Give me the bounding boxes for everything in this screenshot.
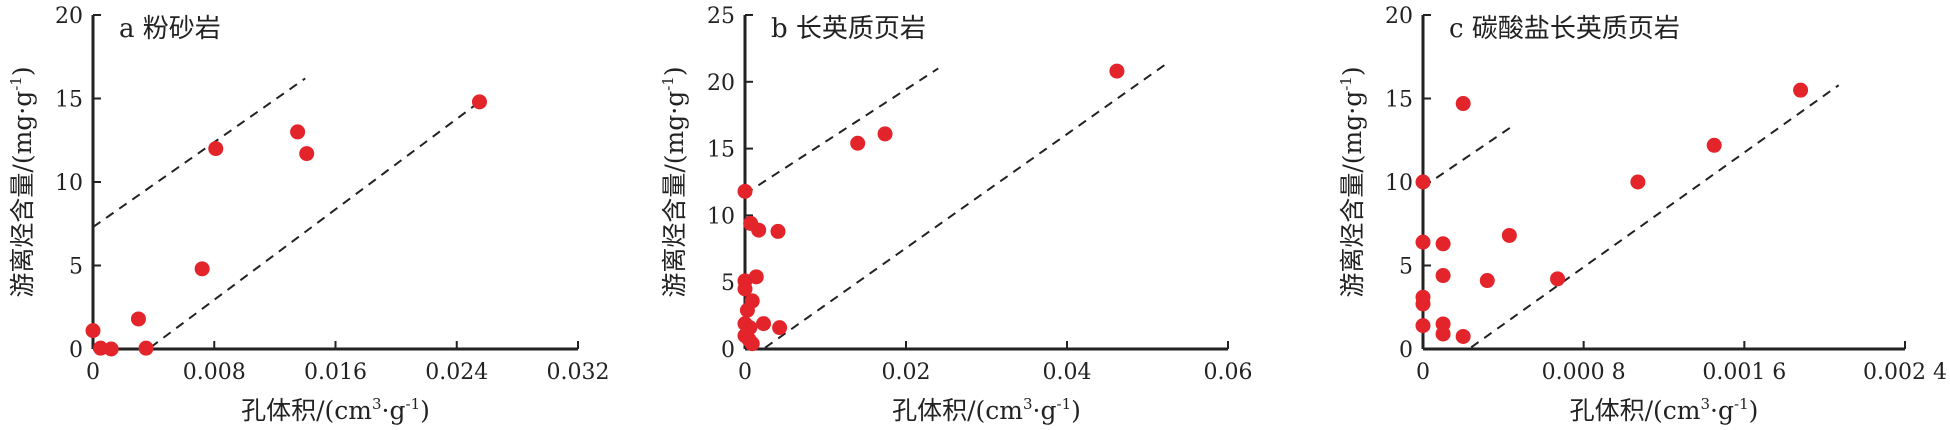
chart-a-y-axis-label: 游离烃含量/(mg·g-1​) (7, 66, 37, 297)
chart-b-data-point (737, 281, 753, 297)
chart-b-y-tick-label: 10 (707, 204, 735, 229)
chart-a-data-point (299, 146, 315, 162)
chart-c-data-point (1435, 236, 1451, 252)
chart-b-x-tick-label: 0.04 (1043, 360, 1092, 385)
chart-b-data-point (770, 223, 786, 239)
chart-a-y-tick-label: 10 (55, 171, 83, 196)
chart-c-data-point (1501, 227, 1517, 243)
chart-b-data-point (751, 222, 767, 238)
chart-a-data-point (290, 124, 306, 140)
chart-b-data-point (744, 336, 760, 352)
chart-b-y-tick-label: 5 (721, 271, 735, 296)
chart-c-x-axis-label: 孔体积/(cm3​·g-1​) (1570, 395, 1759, 425)
chart-c-data-point (1706, 137, 1722, 153)
chart-a-trend-line (92, 77, 306, 228)
chart-a-data-point (208, 141, 224, 157)
chart-b-x-tick-label: 0 (738, 360, 752, 385)
chart-c-trend-line (1422, 126, 1512, 188)
chart-b-x-tick-label: 0.06 (1204, 360, 1253, 385)
chart-c-y-tick-label: 10 (1385, 171, 1413, 196)
chart-b-y-tick-label: 15 (707, 138, 735, 163)
chart-b-data-point (756, 316, 772, 332)
chart-b-data-point (739, 302, 755, 318)
chart-b-y-axis-label: 游离烃含量/(mg·g-1​) (659, 66, 689, 297)
chart-b: 0 5 10 15 20 25 0 0.02 0.04 0.06 b 长英质页岩孔体积/(cm3​·… (659, 4, 1252, 425)
chart-c-data-point (1415, 234, 1431, 250)
chart-a-data-point (130, 311, 146, 327)
chart-c-data-point (1550, 271, 1566, 287)
chart-c-x-tick-label: 0.002 4 (1863, 360, 1947, 385)
chart-c-data-point (1455, 328, 1471, 344)
chart-c-data-point (1455, 96, 1471, 112)
chart-a-x-tick-label: 0.016 (304, 360, 367, 385)
chart-a-data-point (471, 94, 487, 110)
chart-a-y-tick-label: 15 (55, 88, 83, 113)
chart-c-data-point (1415, 174, 1431, 190)
chart-a-y-tick-label: 5 (69, 255, 83, 280)
chart-a-data-point (138, 340, 154, 356)
chart-c-y-axis-label: 游离烃含量/(mg·g-1​) (1337, 66, 1367, 297)
chart-b-data-point (877, 126, 893, 142)
chart-c-data-point (1415, 318, 1431, 334)
chart-a-data-point (103, 341, 119, 357)
chart-c-data-point (1415, 296, 1431, 312)
chart-a-trend-line (149, 97, 485, 349)
chart-b-x-tick-label: 0.02 (882, 360, 931, 385)
chart-a-x-tick-label: 0 (86, 360, 100, 385)
chart-b-trend-line (744, 67, 939, 195)
chart-c-data-point (1435, 326, 1451, 342)
chart-c-y-tick-label: 15 (1385, 88, 1413, 113)
chart-a-x-tick-label: 0.008 (183, 360, 246, 385)
chart-c-data-point (1793, 82, 1809, 98)
chart-b-data-point (748, 269, 764, 285)
chart-a-y-tick-label: 20 (55, 4, 83, 29)
chart-c-x-tick-label: 0.000 8 (1542, 360, 1626, 385)
chart-c-data-point (1479, 273, 1495, 289)
chart-b-trend-line (764, 60, 1170, 349)
chart-a-data-point (85, 323, 101, 339)
chart-b-x-axis-label: 孔体积/(cm3​·g-1​) (892, 395, 1081, 425)
chart-c: 0 5 10 15 20 0 0.000 8 0.001 6 0.002 4 c 碳酸盐长英质页岩… (1337, 4, 1947, 425)
chart-b-y-tick-label: 25 (707, 4, 735, 29)
chart-c-y-tick-label: 20 (1385, 4, 1413, 29)
chart-c-title: c 碳酸盐长英质页岩 (1449, 14, 1680, 44)
chart-b-title: b 长英质页岩 (771, 14, 926, 44)
chart-c-trend-line (1470, 84, 1840, 349)
chart-a-x-tick-label: 0.024 (425, 360, 488, 385)
chart-c-data-point (1435, 268, 1451, 284)
chart-a-data-point (194, 261, 210, 277)
chart-b-data-point (850, 135, 866, 151)
chart-b-y-tick-label: 20 (707, 71, 735, 96)
chart-b-y-tick-label: 0 (721, 338, 735, 363)
chart-a: 0 5 10 15 20 0 0.008 0.016 0.024 0.032 a 粉砂岩孔体积/(c… (7, 4, 609, 425)
chart-a-x-tick-label: 0.032 (547, 360, 610, 385)
chart-a-y-tick-label: 0 (69, 338, 83, 363)
chart-c-data-point (1630, 174, 1646, 190)
chart-a-title: a 粉砂岩 (119, 14, 221, 44)
chart-c-y-tick-label: 5 (1399, 255, 1413, 280)
chart-c-x-tick-label: 0 (1416, 360, 1430, 385)
chart-c-x-tick-label: 0.001 6 (1702, 360, 1786, 385)
chart-b-data-point (1109, 63, 1125, 79)
chart-b-data-point (772, 320, 788, 336)
chart-c-y-tick-label: 0 (1399, 338, 1413, 363)
chart-a-x-axis-label: 孔体积/(cm3​·g-1​) (241, 395, 430, 425)
chart-b-data-point (737, 183, 753, 199)
